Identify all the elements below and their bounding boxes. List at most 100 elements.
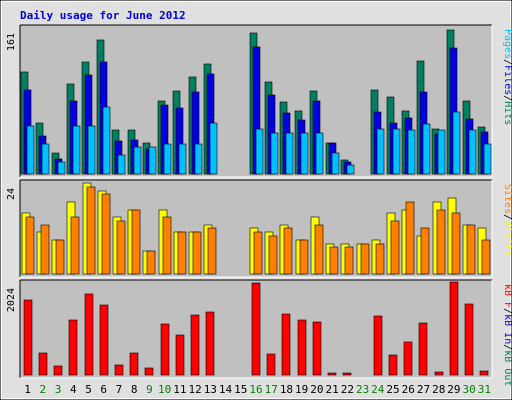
bar-visits-sites-day-10 — [162, 216, 172, 275]
x-tick-label-day-30: 30 — [463, 383, 476, 396]
panel-legend-label: kB F/kB In/kB Out — [502, 284, 512, 386]
bar-kbytes-kb-f-day-16 — [251, 282, 261, 376]
bar-kbytes-kb-f-day-1 — [23, 299, 33, 376]
bar-hits-pages-day-4 — [72, 125, 81, 175]
bar-hits-pages-day-13 — [209, 122, 218, 175]
legend-kb-f: kB F — [502, 284, 512, 308]
x-tick-label-day-4: 4 — [70, 383, 77, 396]
bar-hits-pages-day-22 — [346, 164, 355, 175]
x-tick-label-day-24: 24 — [371, 383, 385, 396]
bar-hits-pages-day-9 — [148, 146, 157, 175]
x-tick-label-day-28: 28 — [432, 383, 445, 396]
bar-visits-sites-day-8 — [131, 209, 141, 275]
bar-hits-pages-day-5 — [87, 125, 96, 175]
bar-hits-pages-day-29 — [452, 111, 461, 175]
bar-visits-sites-day-3 — [55, 239, 65, 275]
bar-visits-sites-day-20 — [314, 224, 324, 275]
bar-kbytes-kb-f-day-30 — [464, 303, 474, 376]
bar-hits-pages-day-11 — [178, 143, 187, 175]
legend-files: Files — [502, 65, 512, 95]
legend-kb-out: kB Out — [502, 350, 512, 386]
bar-visits-sites-day-18 — [283, 227, 293, 275]
bar-kbytes-kb-f-day-21 — [327, 372, 337, 376]
x-tick-label-day-29: 29 — [447, 383, 460, 396]
x-tick-label-day-12: 12 — [188, 383, 201, 396]
x-tick-label-day-13: 13 — [204, 383, 217, 396]
bar-kbytes-kb-f-day-13 — [205, 311, 215, 376]
bar-hits-pages-day-18 — [285, 132, 294, 175]
x-tick-label-day-15: 15 — [234, 383, 247, 396]
x-tick-label-day-10: 10 — [158, 383, 171, 396]
bar-visits-sites-day-31 — [481, 239, 491, 275]
bar-visits-sites-day-27 — [420, 227, 430, 275]
x-tick-label-day-16: 16 — [249, 383, 262, 396]
bar-hits-pages-day-19 — [300, 132, 309, 175]
bar-hits-pages-day-20 — [315, 132, 324, 175]
bar-visits-sites-day-24 — [375, 243, 385, 275]
bar-kbytes-kb-f-day-20 — [312, 321, 322, 376]
panel-max-label: 24 — [6, 188, 17, 200]
bar-hits-pages-day-24 — [376, 128, 385, 175]
bar-hits-pages-day-10 — [163, 143, 172, 175]
bar-kbytes-kb-f-day-28 — [434, 371, 444, 376]
x-tick-label-day-1: 1 — [24, 383, 31, 396]
x-tick-label-day-14: 14 — [219, 383, 233, 396]
bar-kbytes-kb-f-day-31 — [479, 370, 489, 376]
bar-kbytes-kb-f-day-9 — [144, 367, 154, 376]
bar-visits-sites-day-13 — [207, 227, 217, 275]
x-tick-label-day-31: 31 — [478, 383, 491, 396]
legend-hits: Hits — [502, 101, 512, 125]
bar-hits-pages-day-25 — [392, 128, 401, 175]
bar-kbytes-kb-f-day-17 — [266, 353, 276, 376]
bar-visits-sites-day-5 — [86, 186, 96, 275]
x-tick-label-day-11: 11 — [173, 383, 186, 396]
bar-visits-sites-day-2 — [40, 224, 50, 275]
bar-visits-sites-day-26 — [405, 201, 415, 275]
x-tick-label-day-25: 25 — [386, 383, 399, 396]
x-tick-label-day-6: 6 — [100, 383, 107, 396]
bar-kbytes-kb-f-day-11 — [175, 334, 185, 376]
bar-hits-pages-day-16 — [255, 128, 264, 175]
legend-kb-in: kB In — [502, 314, 512, 344]
bar-hits-pages-day-17 — [270, 132, 279, 175]
bar-kbytes-kb-f-day-4 — [68, 319, 78, 376]
bar-kbytes-kb-f-day-3 — [53, 365, 63, 376]
bar-kbytes-kb-f-day-6 — [99, 304, 109, 376]
bar-hits-pages-day-27 — [422, 123, 431, 175]
x-tick-label-day-21: 21 — [326, 383, 339, 396]
bar-visits-sites-day-25 — [390, 220, 400, 275]
bar-visits-sites-day-4 — [70, 216, 80, 275]
legend-separator: / — [502, 214, 512, 220]
x-tick-label-day-26: 26 — [402, 383, 415, 396]
bar-visits-sites-day-19 — [299, 239, 309, 275]
bar-hits-pages-day-2 — [41, 143, 50, 175]
bar-kbytes-kb-f-day-2 — [38, 352, 48, 376]
legend-pages: Pages — [502, 29, 512, 59]
bar-kbytes-kb-f-day-5 — [84, 293, 94, 376]
x-tick-label-day-17: 17 — [265, 383, 278, 396]
bar-visits-sites-day-16 — [253, 231, 263, 275]
bar-hits-pages-day-26 — [407, 129, 416, 175]
bar-kbytes-kb-f-day-19 — [297, 319, 307, 376]
bar-visits-sites-day-12 — [192, 231, 202, 275]
bar-hits-pages-day-12 — [194, 143, 203, 175]
bar-kbytes-kb-f-day-29 — [449, 281, 459, 376]
legend-separator: / — [502, 59, 512, 65]
bar-visits-sites-day-11 — [177, 231, 187, 275]
bar-kbytes-kb-f-day-10 — [160, 323, 170, 376]
bar-hits-pages-day-30 — [468, 129, 477, 175]
x-tick-label-day-2: 2 — [40, 383, 47, 396]
panel-max-label: 2024 — [6, 288, 17, 312]
x-tick-label-day-9: 9 — [146, 383, 153, 396]
bar-visits-sites-day-30 — [466, 224, 476, 275]
panel-max-label: 161 — [6, 33, 17, 51]
bar-visits-sites-day-29 — [451, 212, 461, 275]
x-tick-label-day-19: 19 — [295, 383, 308, 396]
panel-hits: 161 Pages/Files/Hits — [6, 24, 512, 178]
legend-separator: / — [502, 308, 512, 314]
panel-legend-label: Sites/Visits — [502, 184, 512, 256]
legend-separator: / — [502, 95, 512, 101]
x-tick-labels: 1 2 3 4 5 6 7 8 9 10 11 12 13 14 15 16 17 18 19 20 21 22 23 24 2… — [24, 383, 491, 396]
